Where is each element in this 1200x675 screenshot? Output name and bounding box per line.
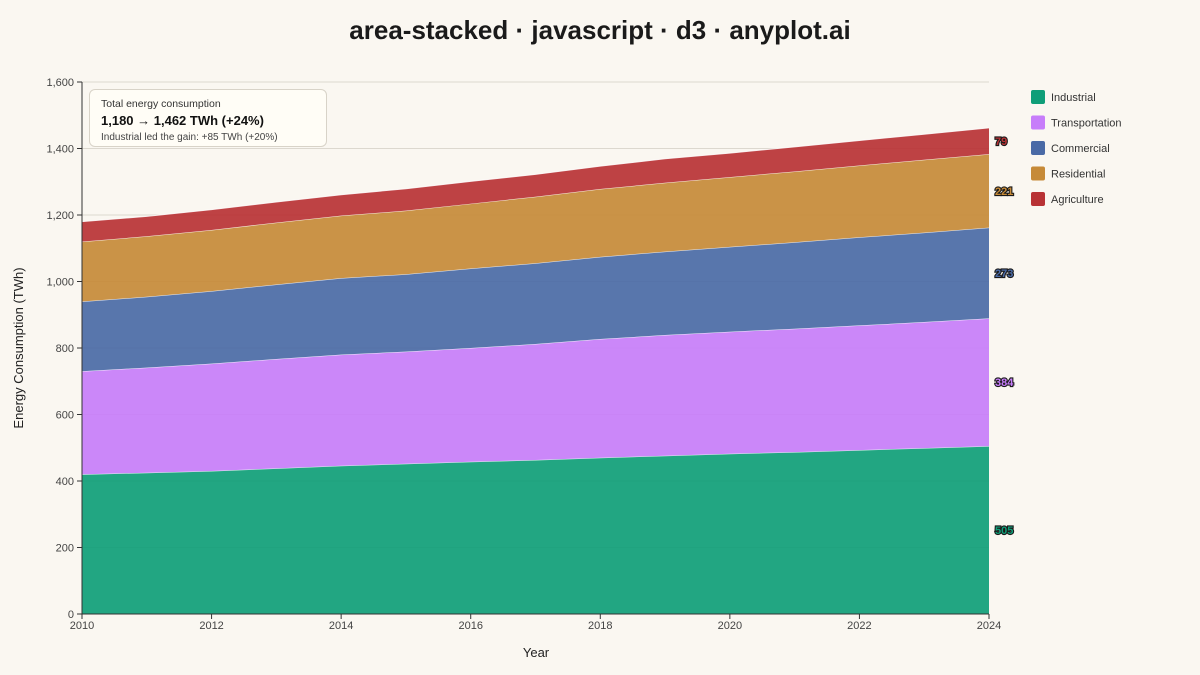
x-axis-title: Year bbox=[523, 645, 550, 660]
annotation-subtext: Industrial led the gain: +85 TWh (+20%) bbox=[101, 132, 278, 143]
legend-label-transportation: Transportation bbox=[1051, 118, 1122, 130]
end-labels: 505 384 273 221 79 bbox=[994, 135, 1015, 538]
y-tick-label: 1,600 bbox=[46, 77, 74, 89]
legend-swatch-agriculture bbox=[1031, 192, 1045, 206]
x-tick-label: 2022 bbox=[847, 620, 871, 632]
end-label-agriculture: 79 bbox=[995, 136, 1007, 148]
x-tick-label: 2014 bbox=[329, 620, 353, 632]
legend-swatch-transportation bbox=[1031, 115, 1045, 130]
end-label-industrial: 505 bbox=[995, 525, 1013, 537]
area-agriculture bbox=[82, 127, 989, 242]
legend-label-agriculture: Agriculture bbox=[1051, 194, 1104, 206]
legend-label-industrial: Industrial bbox=[1051, 92, 1096, 104]
axes: 0 200 400 600 800 1,000 1,200 1,400 1,600 2010 201… bbox=[46, 77, 1001, 632]
x-tick-label: 2020 bbox=[718, 620, 742, 632]
y-tick-label: 200 bbox=[56, 543, 74, 555]
annotation-heading: Total energy consumption bbox=[101, 98, 221, 110]
y-tick-label: 800 bbox=[56, 343, 74, 355]
annotation-box: Total energy consumption 1,180 → 1,462 T… bbox=[89, 89, 327, 147]
area-residential bbox=[82, 154, 989, 302]
end-label-residential: 221 bbox=[995, 186, 1013, 198]
legend-swatch-commercial bbox=[1031, 141, 1045, 155]
legend-swatch-industrial bbox=[1031, 90, 1045, 104]
area-layers bbox=[81, 127, 990, 614]
chart-title: area-stacked · javascript · d3 · anyplot… bbox=[349, 15, 850, 45]
x-tick-label: 2024 bbox=[977, 620, 1001, 632]
x-tick-label: 2010 bbox=[70, 620, 94, 632]
y-tick-label: 400 bbox=[56, 476, 74, 488]
end-label-commercial: 273 bbox=[995, 268, 1013, 280]
x-tick-label: 2016 bbox=[458, 620, 482, 632]
y-tick-label: 1,200 bbox=[46, 210, 74, 222]
y-tick-label: 1,000 bbox=[46, 277, 74, 289]
legend-swatch-residential bbox=[1031, 166, 1045, 181]
x-tick-label: 2018 bbox=[588, 620, 612, 632]
y-tick-label: 1,400 bbox=[46, 144, 74, 156]
legend-label-commercial: Commercial bbox=[1051, 143, 1110, 155]
y-tick-label: 600 bbox=[56, 410, 74, 422]
legend: Industrial Transportation Commercial Reside… bbox=[1031, 90, 1122, 206]
y-axis-title: Energy Consumption (TWh) bbox=[11, 267, 26, 428]
x-tick-label: 2012 bbox=[199, 620, 223, 632]
area-edge-agriculture bbox=[81, 127, 990, 223]
area-commercial bbox=[82, 227, 989, 372]
legend-label-residential: Residential bbox=[1051, 169, 1105, 181]
area-transportation bbox=[82, 318, 989, 475]
area-industrial bbox=[82, 446, 989, 614]
end-label-transportation: 384 bbox=[995, 377, 1014, 389]
annotation-main: 1,180 → 1,462 TWh (+24%) bbox=[101, 113, 264, 128]
y-tick-label: 0 bbox=[68, 609, 74, 621]
